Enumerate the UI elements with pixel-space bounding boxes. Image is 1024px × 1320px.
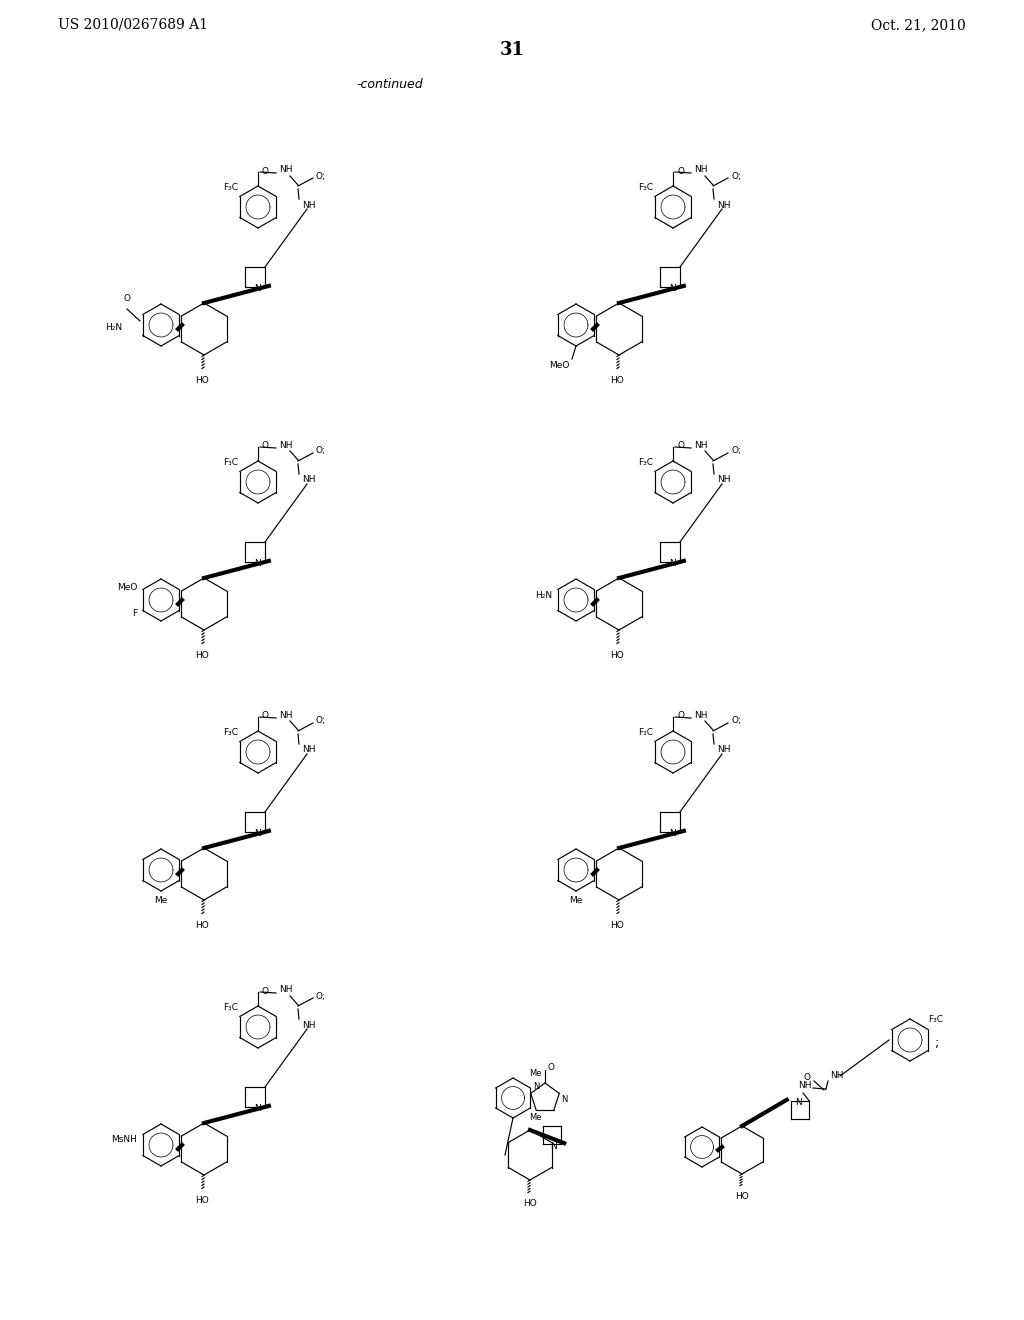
Text: Me: Me [529,1069,542,1078]
Text: F₃C: F₃C [638,729,653,737]
Text: NH: NH [279,441,293,450]
Text: N: N [532,1082,539,1092]
Text: Oct. 21, 2010: Oct. 21, 2010 [871,18,966,32]
Text: N: N [551,1142,557,1151]
Text: HO: HO [735,1192,749,1201]
Text: MeO: MeO [550,360,570,370]
Text: NH: NH [302,475,315,484]
Text: NH: NH [279,986,293,994]
Text: F₃C: F₃C [223,183,238,191]
Text: N: N [795,1098,802,1107]
Text: N: N [561,1096,567,1105]
Text: HO: HO [610,651,624,660]
Text: NH: NH [798,1081,811,1089]
Text: O;: O; [731,172,741,181]
Text: F₃C: F₃C [223,458,238,467]
Text: NH: NH [302,746,315,755]
Text: O: O [262,166,269,176]
Text: HO: HO [196,1196,209,1205]
Text: O: O [262,711,269,721]
Text: HO: HO [610,376,624,385]
Text: NH: NH [830,1071,844,1080]
Text: N: N [254,284,261,293]
Text: N: N [254,1105,261,1113]
Text: F: F [132,610,137,619]
Text: MeO: MeO [117,583,137,593]
Text: 31: 31 [500,41,524,59]
Text: -continued: -continued [356,78,423,91]
Text: Me: Me [569,896,583,906]
Text: O: O [548,1063,555,1072]
Text: O;: O; [731,717,741,726]
Text: NH: NH [694,710,708,719]
Text: NH: NH [279,165,293,174]
Text: US 2010/0267689 A1: US 2010/0267689 A1 [58,18,208,32]
Text: O: O [803,1073,810,1082]
Text: ;: ; [935,1036,939,1049]
Text: O;: O; [316,991,326,1001]
Text: HO: HO [610,921,624,931]
Text: F₃C: F₃C [638,183,653,191]
Text: NH: NH [302,1020,315,1030]
Text: N: N [254,560,261,569]
Text: N: N [669,829,676,838]
Text: MsNH: MsNH [112,1135,137,1144]
Text: F₃C: F₃C [928,1015,943,1024]
Text: O: O [677,166,684,176]
Text: O: O [677,711,684,721]
Text: O: O [262,986,269,995]
Text: O: O [262,441,269,450]
Text: N: N [669,284,676,293]
Text: Me: Me [529,1114,542,1122]
Text: O;: O; [316,717,326,726]
Text: O;: O; [731,446,741,455]
Text: H₂N: H₂N [104,322,122,331]
Text: O;: O; [316,172,326,181]
Text: F₃C: F₃C [638,458,653,467]
Text: O;: O; [316,446,326,455]
Text: HO: HO [196,651,209,660]
Text: NH: NH [302,201,315,210]
Text: NH: NH [694,441,708,450]
Text: F₃C: F₃C [223,729,238,737]
Text: HO: HO [523,1199,537,1208]
Text: N: N [669,560,676,569]
Text: HO: HO [196,376,209,385]
Text: F₃C: F₃C [223,1003,238,1012]
Text: O: O [124,294,130,304]
Text: Me: Me [155,896,168,906]
Text: H₂N: H₂N [535,590,552,599]
Text: O: O [677,441,684,450]
Text: NH: NH [717,475,730,484]
Text: NH: NH [279,710,293,719]
Text: NH: NH [694,165,708,174]
Text: N: N [254,829,261,838]
Text: HO: HO [196,921,209,931]
Text: NH: NH [717,746,730,755]
Text: NH: NH [717,201,730,210]
